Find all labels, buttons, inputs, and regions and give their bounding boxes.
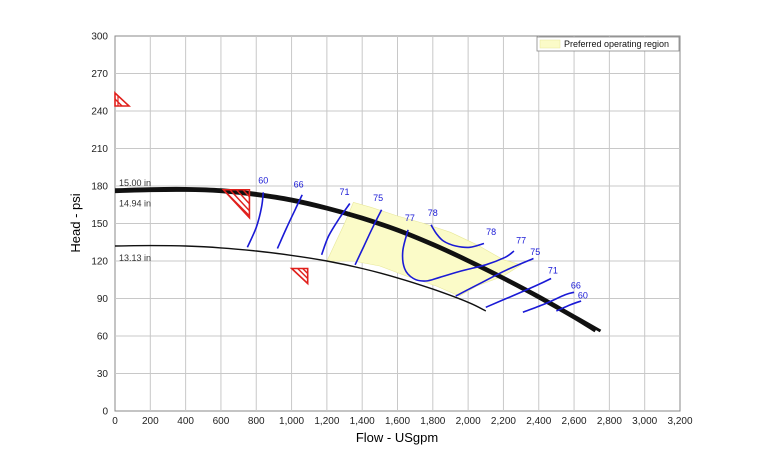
legend-label: Preferred operating region [564,39,669,49]
y-tick-label: 90 [97,294,109,305]
efficiency-curve [320,203,351,256]
efficiency-curve [430,224,485,249]
preferred-operating-region [326,201,522,297]
impeller-curve [114,244,487,312]
efficiency-label: 71 [548,266,558,276]
x-tick-labels: 0 200 400 600 800 1,000 1,200 1,400 1,600 1,800 2,… [112,416,693,427]
x-tick-label: 2,000 [456,416,481,427]
x-tick-label: 1,400 [350,416,375,427]
y-tick-label: 300 [91,32,108,43]
y-axis-title: Head - psi [68,193,83,252]
legend-swatch [539,39,561,49]
efficiency-label: 66 [571,281,581,291]
efficiency-curve [455,257,534,297]
x-tick-label: 600 [213,416,230,427]
impeller-curve-label: 14.94 in [119,199,151,209]
x-tick-label: 200 [142,416,159,427]
x-tick-label: 800 [248,416,265,427]
legend: Preferred operating region [536,36,680,52]
efficiency-label: 60 [258,176,268,186]
min-flow-marker [289,267,309,286]
efficiency-curve [354,209,383,266]
y-tick-label: 0 [102,407,108,418]
efficiency-label: 75 [373,193,383,203]
x-tick-label: 3,200 [667,416,692,427]
impeller-curve [114,188,597,333]
impeller-curves: 15.00 in 14.94 in 13.13 in [114,178,602,333]
x-tick-label: 2,400 [526,416,551,427]
x-tick-label: 1,600 [385,416,410,427]
x-tick-label: 400 [177,416,194,427]
y-tick-label: 60 [97,332,109,343]
efficiency-label: 71 [340,187,350,197]
y-tick-label: 240 [91,107,108,118]
x-tick-label: 3,000 [632,416,657,427]
x-tick-label: 2,800 [597,416,622,427]
efficiency-label: 75 [530,247,540,257]
impeller-curve-label: 15.00 in [119,178,151,188]
y-tick-label: 30 [97,369,109,380]
markers [114,91,309,286]
y-tick-label: 270 [91,69,108,80]
x-tick-label: 1,800 [420,416,445,427]
x-tick-label: 1,200 [314,416,339,427]
y-tick-label: 120 [91,257,108,268]
efficiency-curve [485,277,552,309]
efficiency-label: 78 [428,208,438,218]
legend-box [536,36,680,52]
efficiency-curve [401,229,515,282]
shutoff-marker [114,91,132,107]
efficiency-curve [556,300,582,312]
x-tick-label: 0 [112,416,118,427]
efficiency-label: 77 [405,213,415,223]
y-tick-labels: 0 30 60 90 120 150 180 210 240 270 300 [91,32,108,418]
impeller-curve-label: 13.13 in [119,253,151,263]
efficiency-curve [522,291,575,314]
efficiency-curve [276,194,303,249]
efficiency-curve [246,192,265,248]
x-tick-label: 2,200 [491,416,516,427]
efficiency-label: 78 [486,227,496,237]
x-axis-title: Flow - USgpm [356,430,438,445]
efficiency-label: 60 [578,291,588,301]
y-tick-label: 180 [91,182,108,193]
x-tick-label: 2,600 [562,416,587,427]
y-tick-label: 150 [91,219,108,230]
impeller-curve [114,186,602,333]
bep-marker [221,188,251,220]
efficiency-label: 77 [516,236,526,246]
y-tick-label: 210 [91,144,108,155]
efficiency-label: 66 [294,179,304,189]
x-tick-label: 1,000 [279,416,304,427]
